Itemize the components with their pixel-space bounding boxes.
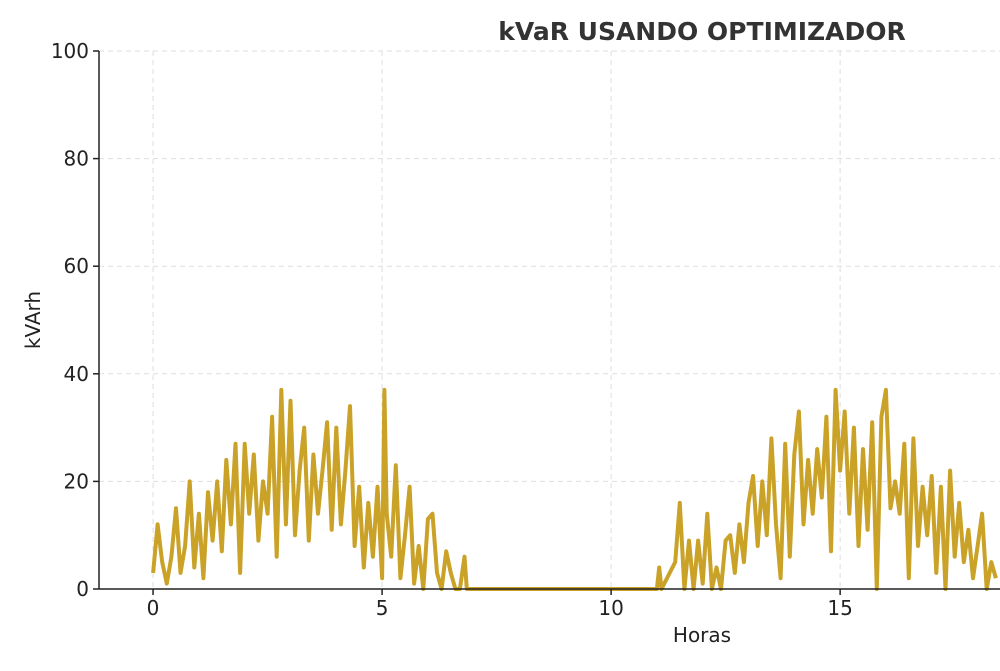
y-axis-label: kVArh (21, 291, 45, 349)
x-tick-label: 10 (598, 596, 623, 620)
y-tick-label: 0 (76, 577, 89, 601)
y-tick-label: 40 (64, 362, 89, 386)
y-tick-label: 60 (64, 254, 89, 278)
x-tick-label: 0 (147, 596, 160, 620)
x-tick-label: 5 (376, 596, 389, 620)
y-tick-label: 20 (64, 469, 89, 493)
y-tick-label: 80 (64, 147, 89, 171)
axes: 0 5 10 15 0 20 40 60 80 100 (51, 39, 1000, 620)
x-tick-label: 15 (827, 596, 852, 620)
y-tick-label: 100 (51, 39, 89, 63)
x-axis-label: Horas (673, 623, 731, 647)
series-line (151, 387, 998, 591)
chart-title: kVaR USANDO OPTIMIZADOR (498, 17, 906, 46)
